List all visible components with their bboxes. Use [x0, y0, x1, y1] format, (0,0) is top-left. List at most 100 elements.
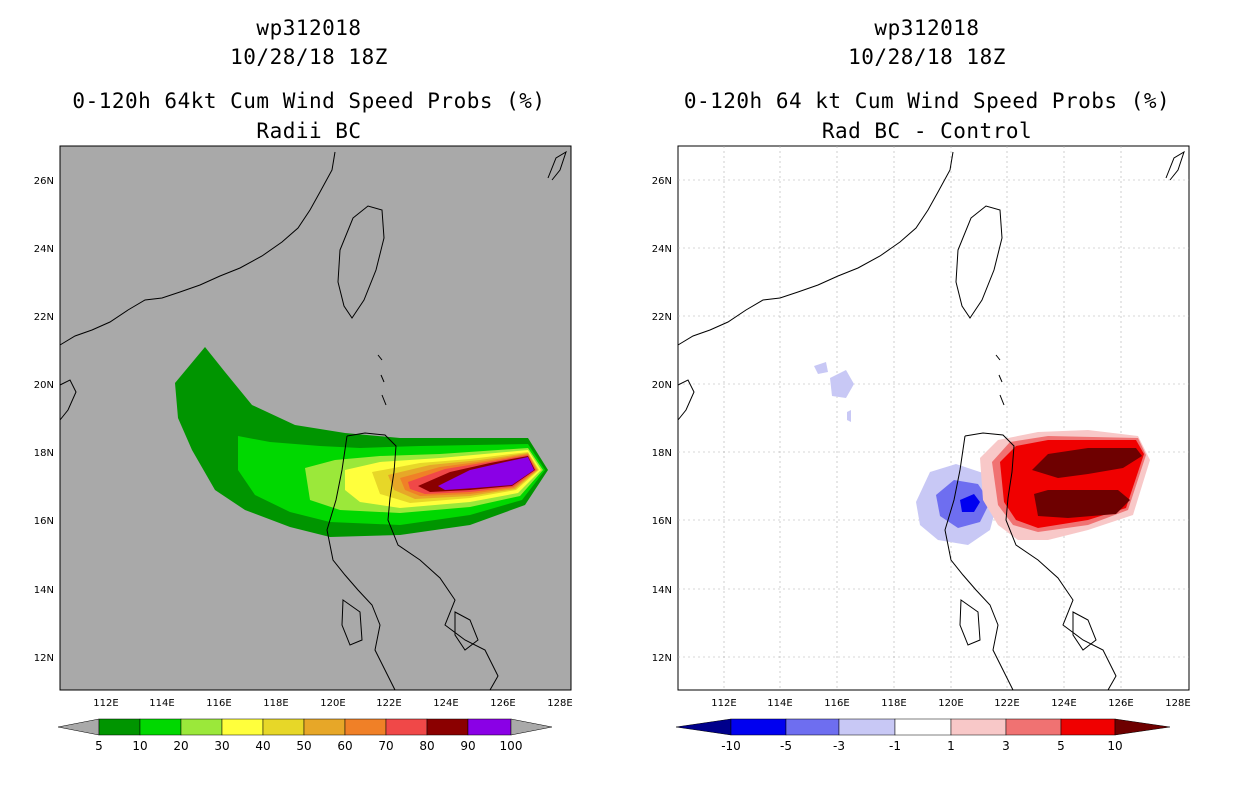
right-lat-label: 22N: [652, 312, 672, 323]
left-subtitle: Radii BC: [256, 119, 362, 143]
left-luzon-west: [326, 435, 396, 691]
left-ryukyu: [547, 150, 567, 181]
left-lon-label: 126E: [490, 698, 515, 709]
left-lat-label: 22N: [34, 312, 54, 323]
right-lon-label: 118E: [881, 698, 906, 709]
right-samar: [1072, 611, 1097, 651]
left-colorbar-labels: 5 10 20 30 40 50 60 70 80 90 100: [95, 739, 522, 753]
right-lon-label: 126E: [1108, 698, 1133, 709]
left-colorbar-bin: [139, 718, 182, 736]
left-colorbar-label: 70: [378, 739, 393, 753]
left-luzon: [346, 432, 499, 691]
left-lat-label: 14N: [34, 585, 54, 596]
left-lon-label: 128E: [547, 698, 572, 709]
right-neg-1-tiny: [847, 410, 851, 422]
left-colorbar-bin: [180, 718, 223, 736]
right-lat-label: 18N: [652, 448, 672, 459]
left-lon-label: 124E: [433, 698, 458, 709]
left-colorbar-bin: [467, 718, 512, 736]
left-lat-axis: 26N 24N 22N 20N 18N 16N 14N 12N: [34, 176, 54, 664]
left-colorbar-bin: [98, 718, 141, 736]
left-colorbar-label: 10: [132, 739, 147, 753]
right-neg-1-small: [814, 362, 828, 374]
right-colorbar-bin: [1005, 718, 1062, 736]
right-colorbar-bin: [785, 718, 840, 736]
right-product-title: 0-120h 64 kt Cum Wind Speed Probs (%): [683, 89, 1171, 113]
right-colorbar-label: 10: [1107, 739, 1122, 753]
left-colorbar-label: 20: [173, 739, 188, 753]
left-china-coast: [59, 151, 336, 346]
right-panel: wp312018 10/28/18 18Z 0-120h 64 kt Cum W…: [618, 0, 1236, 800]
right-colorbar-label: -1: [889, 739, 901, 753]
right-china-coast: [677, 151, 954, 346]
left-colorbar-bin: [426, 718, 469, 736]
left-colorbar-bin: [262, 718, 305, 736]
right-colorbar-label: -5: [780, 739, 792, 753]
left-mindoro: [341, 599, 363, 646]
left-colorbar-label: 30: [214, 739, 229, 753]
left-batanes: [377, 354, 387, 406]
left-map-background: [59, 145, 572, 691]
left-lat-label: 20N: [34, 380, 54, 391]
left-probability-contours: [175, 347, 548, 537]
right-lat-label: 24N: [652, 244, 672, 255]
right-neg-5: [960, 494, 980, 512]
left-colorbar-high-arrow: [510, 718, 553, 736]
left-colorbar: [57, 718, 553, 736]
right-lon-label: 120E: [938, 698, 963, 709]
right-lat-label: 12N: [652, 653, 672, 664]
right-neg-1-medium: [830, 370, 854, 398]
right-hainan: [677, 379, 695, 421]
left-colorbar-bin: [385, 718, 428, 736]
right-colorbar-high-arrow: [1114, 718, 1171, 736]
right-colorbar-labels: -10 -5 -3 -1 1 3 5 10: [721, 739, 1122, 753]
left-lat-label: 26N: [34, 176, 54, 187]
left-probability-map: 112E 114E 116E 118E 120E 122E 124E 126E …: [34, 145, 573, 753]
right-mindoro: [959, 599, 981, 646]
right-colorbar-label: 3: [1002, 739, 1010, 753]
right-lat-label: 14N: [652, 585, 672, 596]
right-map-background: [677, 145, 1190, 691]
right-subtitle: Rad BC - Control: [821, 119, 1033, 143]
right-lat-label: 20N: [652, 380, 672, 391]
left-lon-label: 122E: [376, 698, 401, 709]
left-colorbar-label: 80: [419, 739, 434, 753]
right-colorbar-bin: [838, 718, 896, 736]
left-colorbar-label: 100: [500, 739, 523, 753]
left-product-title: 0-120h 64kt Cum Wind Speed Probs (%): [72, 89, 546, 113]
right-difference-contours: [814, 362, 1150, 545]
right-lon-axis: 112E 114E 116E 118E 120E 122E 124E 126E …: [711, 698, 1190, 709]
right-colorbar-bin: [1060, 718, 1116, 736]
left-lon-label: 112E: [93, 698, 118, 709]
left-lon-label: 116E: [206, 698, 231, 709]
left-lon-axis: 112E 114E 116E 118E 120E 122E 124E 126E …: [93, 698, 572, 709]
right-colorbar-label: 5: [1057, 739, 1065, 753]
left-panel: wp312018 10/28/18 18Z 0-120h 64kt Cum Wi…: [34, 16, 573, 753]
left-colorbar-label: 90: [460, 739, 475, 753]
right-colorbar-bin: [950, 718, 1007, 736]
right-colorbar-label: 1: [947, 739, 955, 753]
right-pos-10-upper: [1032, 448, 1142, 478]
left-lon-label: 120E: [320, 698, 345, 709]
left-colorbar-label: 50: [296, 739, 311, 753]
left-coastlines: [59, 150, 567, 691]
right-colorbar-bin: [730, 718, 787, 736]
right-lon-label: 114E: [767, 698, 792, 709]
right-lon-label: 116E: [824, 698, 849, 709]
right-lat-label: 26N: [652, 176, 672, 187]
right-colorbar-label: -10: [721, 739, 741, 753]
left-colorbar-label: 5: [95, 739, 103, 753]
left-colorbar-bin: [303, 718, 346, 736]
right-ryukyu: [1165, 150, 1185, 181]
right-luzon-west: [944, 435, 1014, 691]
left-contour-90: [438, 457, 534, 490]
right-difference-map: 112E 114E 116E 118E 120E 122E 124E 126E …: [652, 145, 1191, 753]
right-coastlines: [677, 150, 1185, 691]
left-storm-id: wp312018: [256, 16, 362, 40]
right-taiwan: [955, 205, 1003, 319]
right-storm-id: wp312018: [874, 16, 980, 40]
left-lon-label: 114E: [149, 698, 174, 709]
left-colorbar-bin: [344, 718, 387, 736]
right-colorbar-bin: [894, 718, 952, 736]
right-lon-label: 128E: [1165, 698, 1190, 709]
